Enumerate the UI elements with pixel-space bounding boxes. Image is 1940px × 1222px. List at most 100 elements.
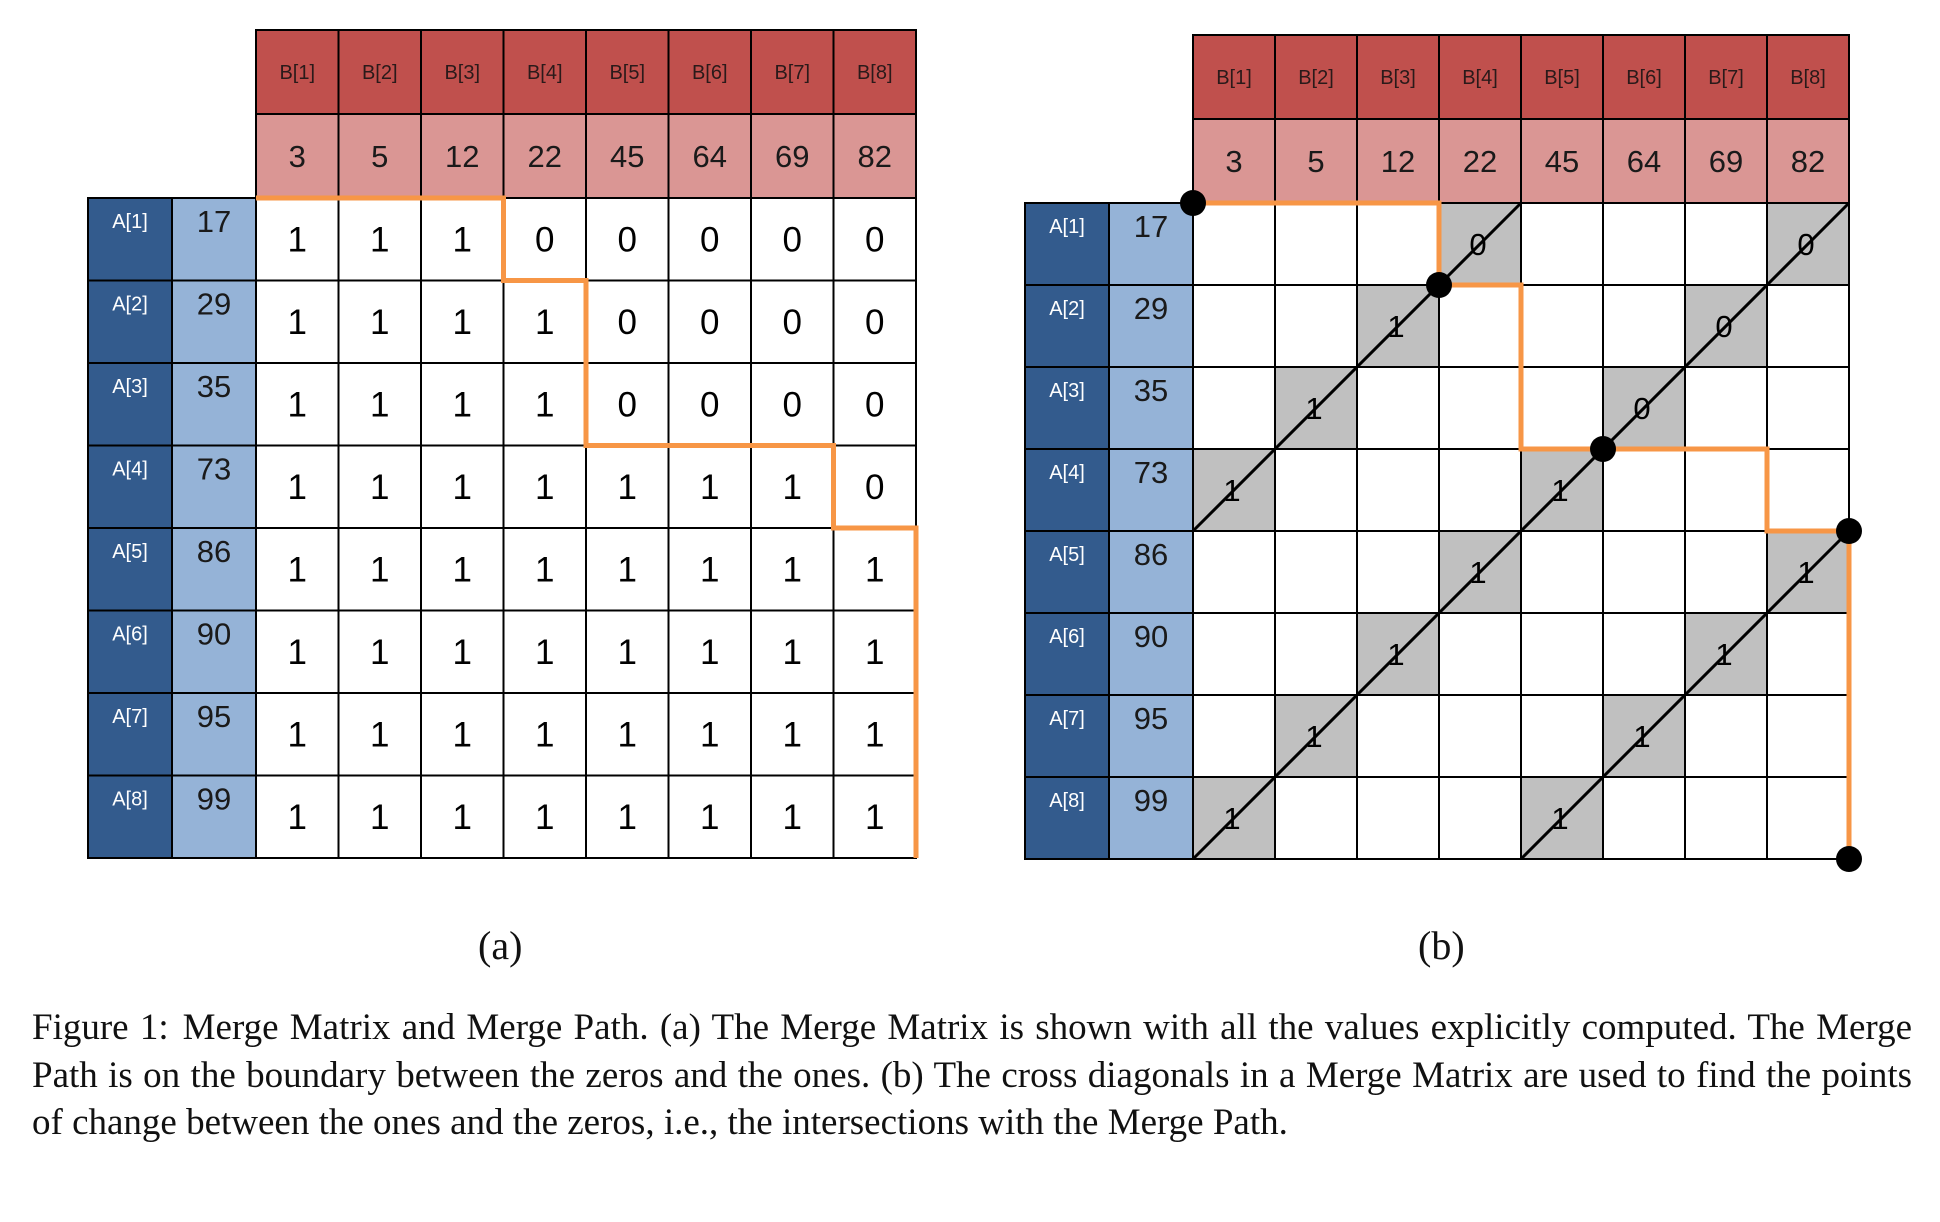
b-value: 12 (1381, 144, 1415, 179)
a-value-cell (1108, 776, 1194, 860)
b-label-cell (1274, 34, 1358, 120)
matrix-cell (1684, 202, 1768, 286)
merge-path-intersection-dot (1590, 436, 1616, 462)
matrix-cell (1274, 202, 1358, 286)
a-label-cell (1024, 202, 1110, 286)
matrix-value: 1 (288, 633, 307, 672)
matrix-cell (1602, 448, 1686, 532)
matrix-value: 1 (288, 715, 307, 754)
matrix-cell (1520, 366, 1604, 450)
matrix-value: 0 (865, 220, 884, 259)
a-label: A[6] (112, 624, 148, 646)
merge-path (1193, 200, 1852, 859)
matrix-value: 1 (700, 633, 719, 672)
matrix-value: 1 (370, 468, 389, 507)
a-label: A[4] (112, 459, 148, 481)
a-value: 90 (1134, 619, 1168, 654)
b-value: 5 (1307, 144, 1324, 179)
matrix-value: 0 (865, 385, 884, 424)
b-label: B[5] (1544, 67, 1580, 89)
matrix-cell (1192, 202, 1276, 286)
matrix-value: 1 (700, 468, 719, 507)
matrix-value: 1 (288, 798, 307, 837)
merge-path-intersection-dot (1180, 190, 1206, 216)
matrix-value: 1 (370, 220, 389, 259)
matrix-value: 1 (618, 633, 637, 672)
b-value: 69 (1709, 144, 1743, 179)
matrix-value: 1 (700, 715, 719, 754)
matrix-cell (1438, 612, 1522, 696)
a-value: 17 (1134, 209, 1168, 244)
b-label: B[2] (1298, 67, 1334, 89)
matrix-value: 1 (370, 633, 389, 672)
merge-matrix-figure: B[1] 3 B[2] 5 B[3] 12 B[4] 22 B[5] 45 B[6] 64 B[7] 69… (87, 29, 1862, 872)
caption-text: Merge Matrix and Merge Path. (a) The Mer… (32, 1007, 1912, 1143)
matrix-value: 1 (288, 550, 307, 589)
sublabel-a: (a) (478, 923, 523, 968)
b-value-cell (502, 113, 587, 199)
b-label: B[5] (609, 62, 645, 84)
a-value: 73 (1134, 455, 1168, 490)
a-label-cell (87, 279, 173, 364)
matrix-cell (1766, 776, 1850, 860)
b-value: 12 (445, 139, 479, 174)
cross-diagonal-line (1191, 201, 1523, 533)
matrix-cell (1684, 448, 1768, 532)
b-label: B[7] (1708, 67, 1744, 89)
b-label-cell (1602, 34, 1686, 120)
matrix-cell (1602, 284, 1686, 368)
matrix-value: 0 (783, 385, 802, 424)
a-value-cell (171, 362, 257, 447)
b-label-cell (255, 29, 340, 115)
b-label: B[6] (1626, 67, 1662, 89)
b-label: B[2] (362, 62, 398, 84)
matrix-value: 0 (700, 303, 719, 342)
matrix-value: 1 (288, 220, 307, 259)
a-label: A[8] (1049, 790, 1085, 812)
matrix-value: 1 (453, 550, 472, 589)
b-label: B[7] (774, 62, 810, 84)
matrix-value: 0 (865, 303, 884, 342)
b-value: 22 (1463, 144, 1497, 179)
matrix-cell (1356, 530, 1440, 614)
a-value: 86 (197, 534, 231, 569)
b-value: 45 (1545, 144, 1579, 179)
matrix-value: 0 (783, 303, 802, 342)
matrix-value: 0 (618, 303, 637, 342)
b-label: B[8] (857, 62, 893, 84)
figure-caption: Figure 1: Merge Matrix and Merge Path. (a… (32, 1004, 1912, 1147)
a-label-cell (1024, 530, 1110, 614)
matrix-value: 1 (618, 798, 637, 837)
matrix-cell (1766, 366, 1850, 450)
matrix-cell (1356, 366, 1440, 450)
matrix-value: 1 (783, 550, 802, 589)
b-label: B[4] (527, 62, 563, 84)
a-value: 35 (1134, 373, 1168, 408)
a-label: A[7] (1049, 708, 1085, 730)
b-value: 64 (1627, 144, 1661, 179)
matrix-value: 1 (535, 385, 554, 424)
matrix-value: 1 (535, 303, 554, 342)
b-value-cell (1192, 118, 1276, 204)
b-value: 45 (610, 139, 644, 174)
matrix-cell (1602, 202, 1686, 286)
matrix-cell (1438, 284, 1522, 368)
matrix-value: 1 (288, 303, 307, 342)
merge-path-intersection-dot (1836, 518, 1862, 544)
matrix-cell (1684, 776, 1768, 860)
matrix-value: 1 (865, 798, 884, 837)
a-value-cell (1108, 202, 1194, 286)
matrix-cell (1766, 448, 1850, 532)
b-label: B[8] (1790, 67, 1826, 89)
a-value: 86 (1134, 537, 1168, 572)
b-value-cell (420, 113, 505, 199)
matrix-cell (1356, 202, 1440, 286)
cross-diagonal-line (1191, 201, 1851, 861)
a-value-cell (171, 279, 257, 364)
matrix-value: 1 (453, 385, 472, 424)
matrix-value: 1 (865, 633, 884, 672)
matrix-cell (1520, 530, 1604, 614)
matrix-value: 1 (288, 468, 307, 507)
matrix-cell (1766, 284, 1850, 368)
a-value: 95 (197, 699, 231, 734)
